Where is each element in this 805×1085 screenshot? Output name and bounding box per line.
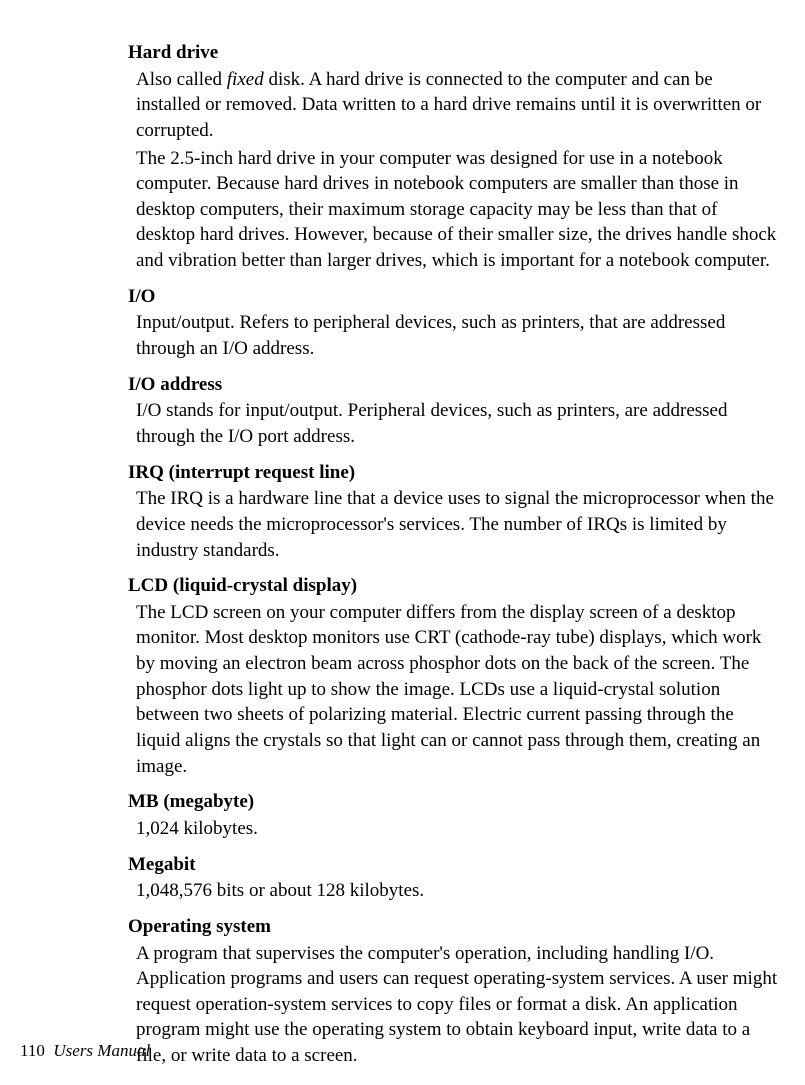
glossary-term: I/O address: [128, 372, 781, 398]
glossary-content: Hard driveAlso called fixed disk. A hard…: [128, 40, 781, 1069]
glossary-definition: The IRQ is a hardware line that a device…: [128, 486, 781, 563]
definition-paragraph: The LCD screen on your computer differs …: [136, 600, 781, 779]
definition-paragraph: Also called fixed disk. A hard drive is …: [136, 67, 781, 144]
definition-paragraph: 1,024 kilobytes.: [136, 816, 781, 842]
definition-paragraph: A program that supervises the computer's…: [136, 941, 781, 1069]
glossary-definition: I/O stands for input/output. Peripheral …: [128, 398, 781, 449]
glossary-term: I/O: [128, 284, 781, 310]
definition-paragraph: The 2.5-inch hard drive in your computer…: [136, 146, 781, 274]
glossary-definition: Also called fixed disk. A hard drive is …: [128, 67, 781, 274]
glossary-term: LCD (liquid-crystal display): [128, 573, 781, 599]
definition-paragraph: The IRQ is a hardware line that a device…: [136, 486, 781, 563]
glossary-entry: MB (megabyte)1,024 kilobytes.: [128, 789, 781, 841]
glossary-entry: Megabit1,048,576 bits or about 128 kilob…: [128, 852, 781, 904]
definition-paragraph: I/O stands for input/output. Peripheral …: [136, 398, 781, 449]
glossary-definition: 1,024 kilobytes.: [128, 816, 781, 842]
glossary-entry: Operating systemA program that supervise…: [128, 914, 781, 1069]
definition-paragraph: Input/output. Refers to peripheral devic…: [136, 310, 781, 361]
glossary-definition: A program that supervises the computer's…: [128, 941, 781, 1069]
glossary-definition: 1,048,576 bits or about 128 kilobytes.: [128, 878, 781, 904]
glossary-term: Operating system: [128, 914, 781, 940]
glossary-definition: Input/output. Refers to peripheral devic…: [128, 310, 781, 361]
page-footer: 110 Users Manual: [20, 1040, 150, 1063]
glossary-definition: The LCD screen on your computer differs …: [128, 600, 781, 779]
glossary-entry: IRQ (interrupt request line)The IRQ is a…: [128, 460, 781, 564]
glossary-entry: Hard driveAlso called fixed disk. A hard…: [128, 40, 781, 274]
definition-paragraph: 1,048,576 bits or about 128 kilobytes.: [136, 878, 781, 904]
glossary-term: Megabit: [128, 852, 781, 878]
manual-title: Users Manual: [53, 1041, 150, 1060]
glossary-entry: LCD (liquid-crystal display)The LCD scre…: [128, 573, 781, 779]
glossary-term: IRQ (interrupt request line): [128, 460, 781, 486]
page-number: 110: [20, 1041, 45, 1060]
glossary-term: Hard drive: [128, 40, 781, 66]
glossary-entry: I/OInput/output. Refers to peripheral de…: [128, 284, 781, 362]
glossary-term: MB (megabyte): [128, 789, 781, 815]
glossary-entry: I/O addressI/O stands for input/output. …: [128, 372, 781, 450]
